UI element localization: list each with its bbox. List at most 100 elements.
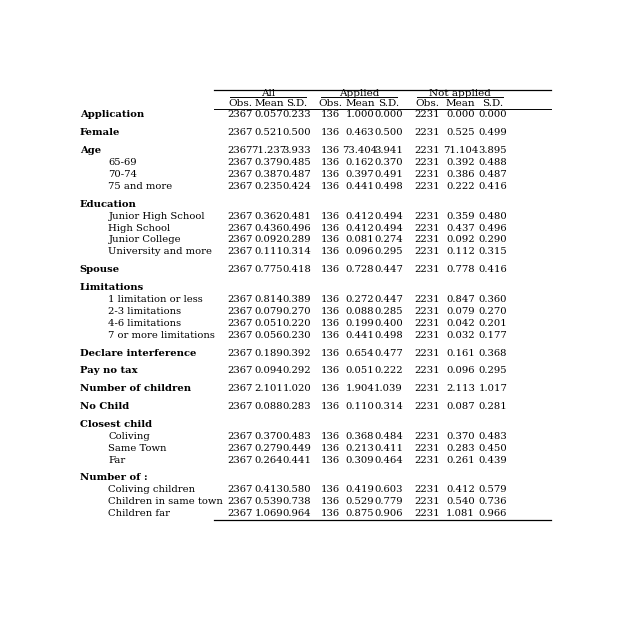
Text: 0.110: 0.110 (345, 402, 375, 411)
Text: 0.111: 0.111 (255, 248, 283, 256)
Text: 136: 136 (321, 170, 340, 179)
Text: 0.484: 0.484 (374, 432, 403, 441)
Text: 0.540: 0.540 (446, 497, 475, 506)
Text: 2367: 2367 (227, 265, 253, 274)
Text: 136: 136 (321, 248, 340, 256)
Text: 2231: 2231 (414, 384, 439, 393)
Text: 0.081: 0.081 (345, 235, 375, 244)
Text: 136: 136 (321, 128, 340, 137)
Text: 0.521: 0.521 (255, 128, 283, 137)
Text: 2231: 2231 (414, 235, 439, 244)
Text: 0.441: 0.441 (345, 331, 375, 340)
Text: 2367: 2367 (227, 444, 253, 453)
Text: 0.000: 0.000 (446, 110, 475, 120)
Text: 0.042: 0.042 (446, 319, 475, 328)
Text: 136: 136 (321, 110, 340, 120)
Text: 0.233: 0.233 (282, 110, 311, 120)
Text: 0.315: 0.315 (478, 248, 507, 256)
Text: 136: 136 (321, 497, 340, 506)
Text: 136: 136 (321, 223, 340, 232)
Text: 0.314: 0.314 (282, 248, 311, 256)
Text: 0.500: 0.500 (282, 128, 311, 137)
Text: 0.464: 0.464 (374, 456, 403, 465)
Text: 0.411: 0.411 (374, 444, 403, 453)
Text: High School: High School (108, 223, 171, 232)
Text: 2231: 2231 (414, 432, 439, 441)
Text: 0.483: 0.483 (478, 432, 507, 441)
Text: 2367: 2367 (227, 158, 253, 167)
Text: 0.480: 0.480 (478, 211, 507, 220)
Text: 0.485: 0.485 (282, 158, 311, 167)
Text: 136: 136 (321, 307, 340, 316)
Text: Closest child: Closest child (80, 420, 152, 429)
Text: 2231: 2231 (414, 497, 439, 506)
Text: 0.386: 0.386 (446, 170, 475, 179)
Text: 2231: 2231 (414, 211, 439, 220)
Text: Not applied: Not applied (429, 89, 491, 99)
Text: 2.101: 2.101 (255, 384, 283, 393)
Text: 0.092: 0.092 (446, 235, 475, 244)
Text: 0.738: 0.738 (282, 497, 311, 506)
Text: Coliving: Coliving (108, 432, 150, 441)
Text: All: All (261, 89, 275, 99)
Text: Obs.: Obs. (318, 99, 342, 108)
Text: Pay no tax: Pay no tax (80, 367, 137, 375)
Text: 0.235: 0.235 (255, 182, 283, 191)
Text: 0.370: 0.370 (375, 158, 403, 167)
Text: 0.096: 0.096 (446, 367, 475, 375)
Text: 1.069: 1.069 (255, 509, 283, 518)
Text: 136: 136 (321, 349, 340, 358)
Text: 2367: 2367 (227, 307, 253, 316)
Text: 136: 136 (321, 509, 340, 518)
Text: 2231: 2231 (414, 223, 439, 232)
Text: 0.436: 0.436 (255, 223, 283, 232)
Text: 2367: 2367 (227, 402, 253, 411)
Text: 136: 136 (321, 331, 340, 340)
Text: 2367: 2367 (227, 367, 253, 375)
Text: Number of children: Number of children (80, 384, 191, 393)
Text: 2231: 2231 (414, 110, 439, 120)
Text: 0.441: 0.441 (282, 456, 311, 465)
Text: 136: 136 (321, 235, 340, 244)
Text: Mean: Mean (254, 99, 284, 108)
Text: 0.447: 0.447 (374, 295, 403, 304)
Text: 0.580: 0.580 (282, 486, 311, 494)
Text: 2367: 2367 (227, 432, 253, 441)
Text: University and more: University and more (108, 248, 213, 256)
Text: 136: 136 (321, 456, 340, 465)
Text: 0.392: 0.392 (282, 349, 311, 358)
Text: 2367: 2367 (227, 182, 253, 191)
Text: 0.412: 0.412 (345, 211, 375, 220)
Text: 0.412: 0.412 (446, 486, 475, 494)
Text: 0.966: 0.966 (479, 509, 507, 518)
Text: 2367: 2367 (227, 146, 253, 155)
Text: 136: 136 (321, 384, 340, 393)
Text: Children far: Children far (108, 509, 171, 518)
Text: 73.404: 73.404 (342, 146, 378, 155)
Text: Obs.: Obs. (228, 99, 252, 108)
Text: Mean: Mean (345, 99, 375, 108)
Text: 2367: 2367 (227, 248, 253, 256)
Text: 0.487: 0.487 (478, 170, 507, 179)
Text: 2367: 2367 (227, 331, 253, 340)
Text: Number of :: Number of : (80, 473, 147, 482)
Text: 0.494: 0.494 (374, 223, 403, 232)
Text: No Child: No Child (80, 402, 129, 411)
Text: 4-6 limitations: 4-6 limitations (108, 319, 182, 328)
Text: 0.290: 0.290 (479, 235, 507, 244)
Text: 0.087: 0.087 (446, 402, 475, 411)
Text: 0.488: 0.488 (478, 158, 507, 167)
Text: 136: 136 (321, 158, 340, 167)
Text: 0.728: 0.728 (345, 265, 374, 274)
Text: 136: 136 (321, 319, 340, 328)
Text: 0.413: 0.413 (255, 486, 283, 494)
Text: 0.370: 0.370 (255, 432, 283, 441)
Text: 0.481: 0.481 (282, 211, 311, 220)
Text: Female: Female (80, 128, 120, 137)
Text: 0.529: 0.529 (345, 497, 374, 506)
Text: 0.279: 0.279 (255, 444, 283, 453)
Text: 0.056: 0.056 (255, 331, 283, 340)
Text: 0.379: 0.379 (255, 158, 283, 167)
Text: 0.499: 0.499 (478, 128, 507, 137)
Text: 1.000: 1.000 (345, 110, 375, 120)
